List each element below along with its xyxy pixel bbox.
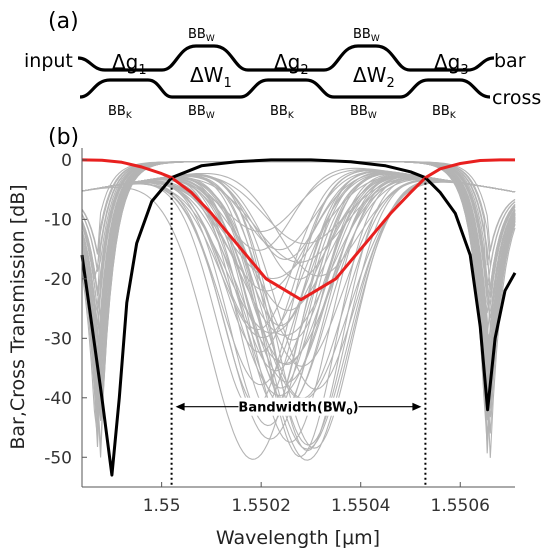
top-waveguide-bump-1 (161, 44, 249, 72)
panel-a: (a) input bar cross Δg1 Δg2 Δg3 ΔW1 ΔW2 … (24, 9, 541, 121)
bottom-waveguide-coupler-3 (399, 78, 491, 99)
bandwidth-label-sub: 0 (346, 408, 352, 418)
bandwidth-markers (170, 177, 427, 487)
gap-label-2: Δg2 (274, 50, 309, 78)
bend-top-label-1: BBW (188, 27, 215, 44)
bar-transmission-curve (80, 158, 517, 477)
bend-bottom-label-2: BBW (188, 104, 215, 121)
monte-carlo-curve (81, 176, 516, 397)
bend-top-label-2: BBW (353, 27, 380, 44)
bend-top-label-1-sub: W (206, 34, 215, 44)
bend-bottom-label-4-sub: W (368, 111, 377, 121)
plot-area: Bandwidth(BW0) (80, 148, 517, 487)
panel-a-label: (a) (48, 9, 79, 34)
bend-bottom-label-1-sym: BB (108, 104, 126, 119)
cross-port-label: cross (492, 87, 541, 109)
y-tick-label: -20 (44, 270, 72, 290)
top-waveguide-input-bend (77, 56, 106, 72)
series-layer (80, 158, 517, 477)
panel-b-label: (b) (48, 125, 79, 150)
cross-transmission-curve (81, 158, 515, 302)
y-tick-label: 0 (61, 151, 72, 171)
bend-top-label-1-sym: BB (188, 27, 206, 42)
top-waveguide-bump-2 (323, 44, 411, 72)
width-label-2-sym: ΔW (353, 63, 387, 87)
width-label-2-sub: 2 (386, 76, 394, 91)
x-tick-label: 1.5506 (431, 496, 490, 516)
width-label-1-sym: ΔW (190, 63, 224, 87)
y-tick-label: -10 (44, 210, 72, 230)
bend-bottom-label-5: BBK (432, 104, 457, 121)
bar-port-label: bar (494, 50, 526, 72)
y-axis-title: Bar,Cross Transmission [dB] (7, 184, 29, 449)
bottom-waveguide-coupler-2 (239, 78, 335, 99)
width-label-2: ΔW2 (353, 63, 395, 91)
bandwidth-label-end: ) (353, 401, 359, 416)
bend-bottom-label-4: BBW (350, 104, 377, 121)
bottom-waveguide-coupler-1 (79, 78, 173, 99)
input-port-label: input (24, 50, 73, 72)
width-label-1: ΔW1 (190, 63, 232, 91)
bend-bottom-label-5-sym: BB (432, 104, 450, 119)
y-tick-label: -50 (44, 448, 72, 468)
bandwidth-label-sym: Bandwidth(BW (238, 401, 346, 416)
y-tick-label: -30 (44, 329, 72, 349)
bend-bottom-label-2-sub: W (206, 111, 215, 121)
bend-bottom-label-1: BBK (108, 104, 133, 121)
bend-top-label-2-sym: BB (353, 27, 371, 42)
bend-bottom-label-3-sym: BB (270, 104, 288, 119)
y-tick-label: -40 (44, 389, 72, 409)
bandwidth-arrowhead-right (412, 402, 422, 411)
bend-bottom-label-2-sym: BB (188, 104, 206, 119)
panel-b: (b) Bandwidth(BW0) 0-10-20-30-40-501.55 1… (7, 125, 517, 549)
gap-label-1: Δg1 (112, 50, 147, 78)
bend-bottom-label-3: BBK (270, 104, 295, 121)
x-axis-title: Wavelength [μm] (216, 527, 380, 549)
top-waveguide-output-bend (467, 56, 495, 72)
bend-top-label-2-sub: W (371, 34, 380, 44)
bandwidth-arrowhead-left (175, 402, 185, 411)
x-tick-label: 1.5502 (231, 496, 290, 516)
axes: 0 -10 -20 -30 -40 -50 1.55 1.5502 1.5504 1.5506 (44, 148, 515, 516)
bend-bottom-label-1-sub: K (126, 111, 133, 121)
width-label-1-sub: 1 (223, 76, 231, 91)
bandwidth-label: Bandwidth(BW0) (238, 401, 358, 418)
bend-bottom-label-4-sym: BB (350, 104, 368, 119)
x-tick-label: 1.5504 (331, 496, 390, 516)
bend-bottom-label-3-sub: K (288, 111, 295, 121)
x-tick-label: 1.55 (143, 496, 181, 516)
bend-bottom-label-5-sub: K (450, 111, 457, 121)
gap-label-3: Δg3 (434, 50, 469, 78)
bandwidth-label-background (238, 397, 359, 416)
